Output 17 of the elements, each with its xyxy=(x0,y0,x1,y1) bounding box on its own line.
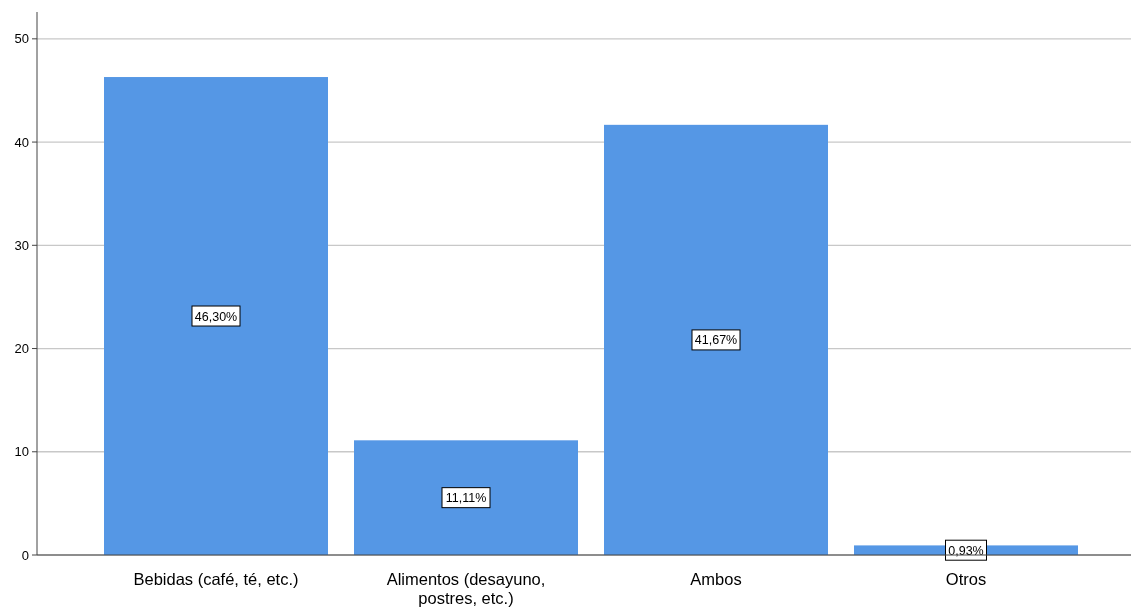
y-tick-label: 30 xyxy=(14,237,29,253)
data-label: 41,67% xyxy=(694,333,738,348)
x-tick-label: Ambos xyxy=(690,570,742,588)
data-label: 11,11% xyxy=(445,491,487,506)
y-tick-label: 10 xyxy=(14,444,29,460)
bar xyxy=(604,124,828,555)
x-tick-label: Alimentos (desayuno, postres, etc.) xyxy=(386,570,546,607)
data-label: 0,93% xyxy=(948,543,984,558)
y-tick-label: 50 xyxy=(14,31,29,47)
x-tick-label: Otros xyxy=(945,570,987,588)
bar xyxy=(354,440,578,555)
y-tick-label: 40 xyxy=(14,134,29,150)
data-label: 46,30% xyxy=(194,309,238,324)
bar xyxy=(104,77,328,555)
x-tick-label: Bebidas (café, té, etc.) xyxy=(133,570,299,588)
y-tick-label: 20 xyxy=(14,341,29,357)
y-tick-label: 0 xyxy=(21,547,29,563)
